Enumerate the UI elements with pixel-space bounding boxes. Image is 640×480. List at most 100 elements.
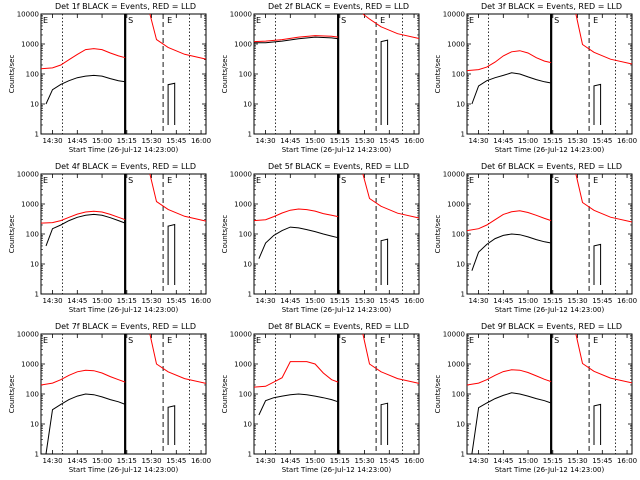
marker-label: S (554, 16, 559, 25)
panel-title: Det 1f BLACK = Events, RED = LLD (55, 2, 196, 11)
y-tick-label: 1000 (21, 361, 39, 369)
lld-series-line (466, 50, 552, 72)
x-tick-label: 15:30 (354, 457, 374, 465)
lld-series-line (466, 210, 552, 232)
x-tick-label: 14:30 (468, 297, 488, 305)
marker-label: S (128, 16, 133, 25)
x-tick-label: 14:45 (280, 137, 300, 145)
events-series-line-post-saa (380, 238, 389, 285)
x-tick-label: 16:00 (191, 297, 211, 305)
y-tick-label: 10 (30, 261, 39, 269)
lld-series-line-post-saa (362, 13, 420, 39)
x-tick-label: 15:30 (567, 137, 587, 145)
x-tick-label: 14:45 (493, 457, 513, 465)
x-axis-label: Start Time (26-Jul-12 14:23:00) (69, 306, 179, 314)
events-series-line-post-saa (593, 83, 602, 125)
y-tick-label: 1000 (447, 41, 465, 49)
x-tick-label: 16:00 (191, 457, 211, 465)
events-series-line (471, 392, 552, 455)
plot-frame (40, 173, 207, 295)
events-series-line-post-saa (593, 403, 602, 445)
y-tick-label: 100 (239, 71, 252, 79)
panel-det-3: Det 3f BLACK = Events, RED = LLD 1 10 100 10… (434, 2, 637, 154)
marker-label: E (167, 336, 172, 345)
lld-series-line (40, 48, 126, 70)
panel-det-9: Det 9f BLACK = Events, RED = LLD 1 10 100 10… (434, 322, 637, 474)
plot-frame (40, 13, 207, 135)
x-tick-label: 15:15 (543, 297, 563, 305)
y-tick-label: 1 (35, 451, 39, 459)
y-tick-label: 10000 (443, 11, 465, 19)
x-tick-label: 14:30 (42, 457, 62, 465)
x-axis-label: Start Time (26-Jul-12 14:23:00) (69, 146, 179, 154)
y-tick-label: 100 (239, 231, 252, 239)
x-axis-label: Start Time (26-Jul-12 14:23:00) (282, 146, 392, 154)
marker-label: E (380, 336, 385, 345)
x-tick-label: 14:45 (493, 137, 513, 145)
marker-label: E (43, 336, 48, 345)
lld-series-line-post-saa (362, 333, 420, 384)
x-tick-label: 15:45 (166, 137, 186, 145)
y-axis-label: Counts/sec (8, 215, 16, 254)
events-series-line (258, 393, 339, 416)
x-tick-label: 15:15 (117, 137, 137, 145)
y-tick-label: 1000 (234, 41, 252, 49)
x-tick-label: 14:45 (67, 297, 87, 305)
x-tick-label: 15:15 (330, 457, 350, 465)
lld-series-line-post-saa (149, 173, 207, 222)
y-tick-label: 10000 (443, 171, 465, 179)
marker-label: E (593, 176, 598, 185)
x-tick-label: 15:15 (330, 137, 350, 145)
lld-series-line-post-saa (149, 13, 207, 60)
plot-frame (466, 173, 633, 295)
x-tick-label: 15:00 (305, 137, 325, 145)
y-tick-label: 10 (243, 101, 252, 109)
y-tick-label: 1 (248, 451, 252, 459)
marker-label: S (554, 336, 559, 345)
x-tick-label: 15:30 (567, 457, 587, 465)
panel-title: Det 9f BLACK = Events, RED = LLD (481, 322, 622, 331)
x-tick-label: 15:45 (592, 297, 612, 305)
panel-det-2: Det 2f BLACK = Events, RED = LLD 1 10 100 10… (221, 2, 424, 154)
plot-frame (253, 333, 420, 455)
x-tick-label: 14:30 (255, 297, 275, 305)
x-axis-label: Start Time (26-Jul-12 14:23:00) (282, 466, 392, 474)
events-series-line (45, 213, 126, 247)
panel-det-5: Det 5f BLACK = Events, RED = LLD 1 10 100 10… (221, 162, 424, 314)
marker-label: E (167, 176, 172, 185)
x-tick-label: 15:15 (330, 297, 350, 305)
x-axis-label: Start Time (26-Jul-12 14:23:00) (495, 466, 605, 474)
y-tick-label: 100 (452, 71, 465, 79)
y-tick-label: 10 (243, 421, 252, 429)
y-tick-label: 10000 (17, 11, 39, 19)
x-tick-label: 14:30 (42, 297, 62, 305)
x-tick-label: 16:00 (404, 297, 424, 305)
lld-series-line (40, 210, 126, 224)
y-tick-label: 100 (26, 71, 39, 79)
events-series-line (45, 393, 126, 455)
marker-label: E (380, 176, 385, 185)
y-tick-label: 100 (26, 231, 39, 239)
lld-series-line-post-saa (575, 333, 633, 384)
x-tick-label: 15:45 (379, 457, 399, 465)
y-tick-label: 10 (456, 101, 465, 109)
x-tick-label: 14:45 (67, 137, 87, 145)
lld-series-line (466, 369, 552, 386)
x-tick-label: 14:30 (255, 457, 275, 465)
panel-det-1: Det 1f BLACK = Events, RED = LLD 1 10 100 10… (8, 2, 211, 154)
x-tick-label: 14:30 (468, 137, 488, 145)
x-tick-label: 15:00 (92, 137, 112, 145)
marker-label: S (341, 16, 346, 25)
x-tick-label: 15:00 (305, 457, 325, 465)
panel-det-7: Det 7f BLACK = Events, RED = LLD 1 10 100 10… (8, 322, 211, 474)
y-axis-label: Counts/sec (221, 375, 229, 414)
events-series-line (45, 74, 126, 105)
x-tick-label: 15:30 (354, 137, 374, 145)
y-tick-label: 10000 (230, 331, 252, 339)
plot-frame (466, 13, 633, 135)
y-tick-label: 10 (243, 261, 252, 269)
y-tick-label: 1000 (234, 201, 252, 209)
x-tick-label: 16:00 (617, 137, 637, 145)
marker-label: E (256, 336, 261, 345)
marker-label: E (256, 16, 261, 25)
